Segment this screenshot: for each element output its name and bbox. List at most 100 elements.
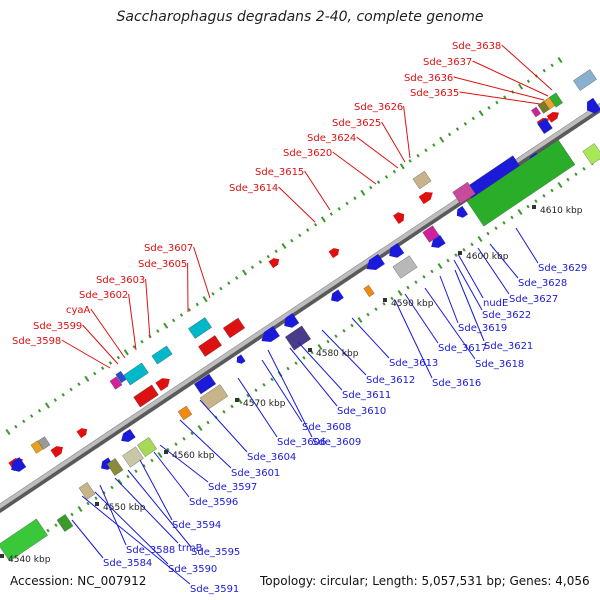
scale-dot-upper bbox=[84, 375, 90, 382]
scale-dot-upper bbox=[29, 414, 34, 418]
scale-dot-upper bbox=[242, 269, 248, 276]
gene-leader bbox=[453, 76, 545, 101]
gene-feature bbox=[193, 373, 217, 395]
gene-feature bbox=[109, 376, 123, 390]
gene-leader bbox=[237, 377, 278, 438]
scale-dot-lower bbox=[446, 258, 450, 263]
scale-dot-lower bbox=[46, 528, 50, 533]
gene-label: Sde_3588 bbox=[126, 545, 175, 556]
gene-leader bbox=[453, 259, 483, 311]
gene-leader bbox=[153, 451, 190, 498]
scale-dot-lower bbox=[574, 172, 578, 177]
scale-dot-upper bbox=[305, 228, 310, 232]
gene-arrow-forward bbox=[328, 248, 340, 259]
gene-feature bbox=[452, 181, 476, 205]
gene-label: Sde_3616 bbox=[432, 378, 481, 389]
gene-label: Sde_3603 bbox=[96, 275, 145, 286]
gene-label: Sde_3612 bbox=[366, 375, 415, 386]
gene-leader bbox=[394, 299, 433, 379]
gene-feature bbox=[466, 139, 576, 227]
scale-dot-upper bbox=[258, 260, 263, 264]
scale-dot-lower bbox=[126, 474, 130, 479]
scale-dot-upper bbox=[408, 159, 412, 163]
gene-feature bbox=[151, 345, 173, 365]
gene-label: nudE bbox=[483, 298, 508, 309]
scale-dot-lower bbox=[317, 343, 323, 351]
scale-dot-lower bbox=[286, 366, 290, 371]
scale-dot-upper bbox=[392, 169, 397, 174]
scale-dot-upper bbox=[100, 366, 105, 371]
scale-tick bbox=[383, 298, 387, 302]
gene-feature bbox=[133, 384, 159, 408]
scale-label: 4550 kbp bbox=[103, 503, 146, 513]
scale-dot-lower bbox=[94, 496, 98, 501]
scale-dot-upper bbox=[495, 100, 499, 105]
scale-dot-upper bbox=[250, 265, 255, 270]
gene-arrow-forward bbox=[418, 191, 433, 205]
scale-dot-lower bbox=[406, 285, 410, 290]
scale-dot-upper bbox=[290, 238, 294, 243]
gene-label: Sde_3613 bbox=[389, 358, 438, 369]
gene-label: Sde_3598 bbox=[12, 336, 61, 347]
scale-dot-lower bbox=[454, 253, 458, 258]
scale-dot-lower bbox=[382, 301, 386, 306]
gene-feature bbox=[412, 170, 432, 190]
gene-leader bbox=[127, 469, 192, 548]
gene-labels: Sde_3598 Sde_3599 cyaA Sde_3602 Sde_3603 Sde_… bbox=[12, 41, 587, 595]
gene-leader bbox=[501, 44, 553, 91]
gene-leader bbox=[99, 484, 127, 546]
gene-label: Sde_3602 bbox=[79, 290, 128, 301]
gene-leader bbox=[61, 339, 111, 369]
gene-leader bbox=[439, 275, 459, 324]
scale-dot-lower bbox=[534, 199, 538, 204]
gene-feature bbox=[37, 436, 51, 450]
scale-dot-lower bbox=[117, 478, 123, 486]
gene-feature bbox=[137, 437, 157, 457]
gene-leader bbox=[515, 227, 539, 264]
gene-label: Sde_3617 bbox=[438, 343, 487, 354]
gene-feature bbox=[422, 225, 440, 243]
gene-feature bbox=[285, 325, 311, 351]
scale-dot-upper bbox=[116, 355, 121, 360]
gene-feature bbox=[222, 317, 246, 339]
scale-dot-lower bbox=[54, 523, 58, 528]
scale-dot-lower bbox=[150, 458, 154, 463]
gene-leader bbox=[321, 329, 367, 376]
scale-tick bbox=[532, 205, 536, 209]
scale-dot-upper bbox=[384, 175, 389, 179]
scale-dot-lower bbox=[174, 442, 178, 447]
gene-label: Sde_3626 bbox=[354, 102, 403, 113]
scale-dot-lower bbox=[470, 242, 474, 247]
gene-arrow-reverse bbox=[366, 253, 385, 270]
scale-dot-upper bbox=[298, 233, 302, 238]
scale-labels: 4540 kbp 4550 kbp 4560 kbp 4570 kbp 4580 kbp… bbox=[0, 205, 583, 565]
gene-label: Sde_3596 bbox=[189, 497, 238, 508]
gene-feature bbox=[123, 362, 149, 386]
gene-label: Sde_3595 bbox=[191, 547, 240, 558]
gene-arrow-reverse bbox=[456, 206, 468, 218]
gene-label: Sde_3610 bbox=[337, 406, 386, 417]
scale-dot-upper bbox=[526, 79, 531, 84]
gene-label: Sde_3624 bbox=[307, 133, 356, 144]
gene-feature bbox=[106, 458, 124, 476]
scale-dot-lower bbox=[334, 334, 338, 339]
scale-dot-upper bbox=[518, 83, 524, 90]
gene-label: Sde_3604 bbox=[247, 452, 296, 463]
gene-leader bbox=[304, 170, 331, 211]
gene-leader bbox=[261, 359, 303, 423]
scale-dot-lower bbox=[166, 447, 170, 452]
accession-text: Accession: NC_007912 bbox=[10, 574, 147, 588]
gene-leader bbox=[90, 308, 126, 359]
gene-label: Sde_3637 bbox=[423, 57, 472, 68]
gene-label: Sde_3635 bbox=[410, 88, 459, 99]
scale-dot-lower bbox=[326, 339, 330, 344]
gene-leader bbox=[404, 293, 439, 344]
scale-dot-upper bbox=[44, 402, 50, 409]
scale-dot-upper bbox=[61, 392, 65, 397]
scale-dot-upper bbox=[463, 121, 468, 126]
scale-dot-upper bbox=[313, 222, 318, 227]
scale-dot-lower bbox=[526, 204, 530, 209]
genome-summary-text: Topology: circular; Length: 5,057,531 bp… bbox=[260, 574, 590, 588]
scale-dot-upper bbox=[432, 143, 436, 147]
scale-dot-upper bbox=[156, 329, 160, 333]
